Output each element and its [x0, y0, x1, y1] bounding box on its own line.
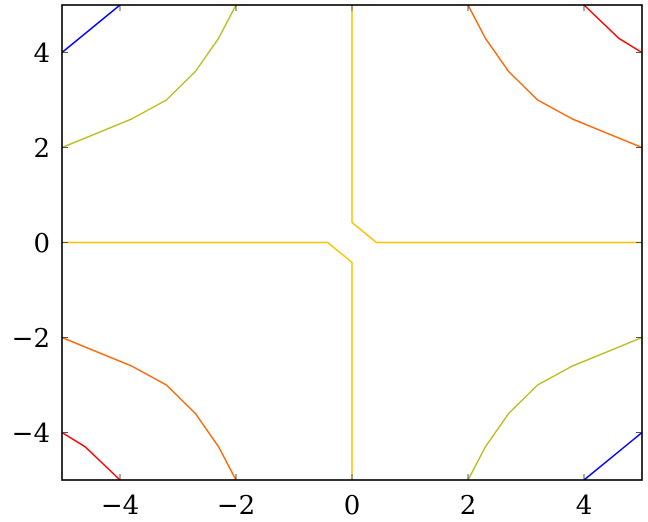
- contour-lines: [61, 4, 643, 481]
- contour-line: [61, 431, 121, 481]
- contour-line: [61, 336, 237, 481]
- x-tick-label: 4: [576, 491, 593, 521]
- contour-line: [583, 431, 643, 481]
- plot-frame: [61, 4, 643, 481]
- x-tick-label: −2: [217, 491, 255, 521]
- contour-line: [583, 4, 643, 54]
- x-tick-label: 0: [344, 491, 361, 521]
- y-tick-label: 2: [33, 134, 50, 164]
- contour-line: [467, 4, 643, 149]
- contour-line: [467, 336, 643, 481]
- contour-line: [61, 4, 121, 54]
- y-tick-label: 4: [33, 39, 50, 69]
- contour-line: [62, 241, 353, 480]
- tick-marks: [62, 5, 642, 480]
- x-tick-label: −4: [101, 491, 139, 521]
- contour-line: [61, 4, 237, 149]
- x-tick-label: 2: [460, 491, 477, 521]
- y-axis: −4 −2 0 2 4: [12, 39, 50, 449]
- y-tick-label: −2: [12, 324, 50, 354]
- contour-line: [351, 5, 642, 244]
- y-tick-label: 0: [33, 229, 50, 259]
- y-tick-label: −4: [12, 419, 50, 449]
- x-axis: −4 −2 0 2 4: [101, 491, 592, 521]
